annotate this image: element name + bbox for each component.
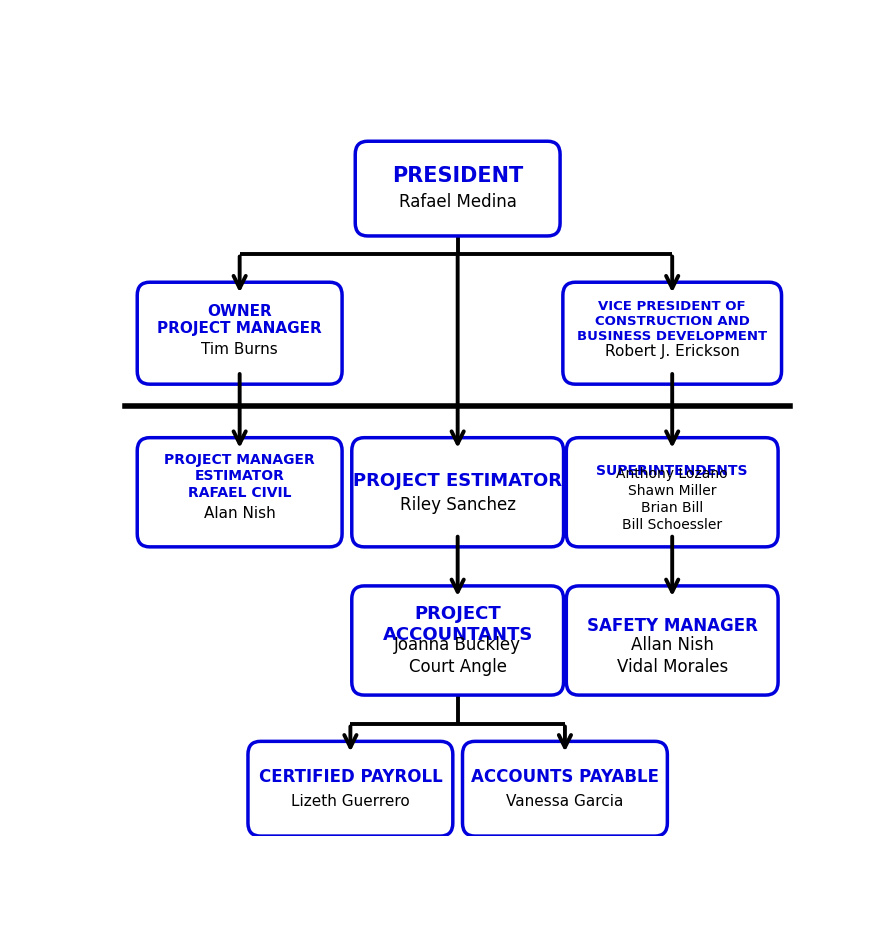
Text: SAFETY MANAGER: SAFETY MANAGER	[587, 617, 757, 635]
FancyBboxPatch shape	[352, 586, 563, 695]
Text: Robert J. Erickson: Robert J. Erickson	[605, 344, 739, 359]
Text: VICE PRESIDENT OF
CONSTRUCTION AND
BUSINESS DEVELOPMENT: VICE PRESIDENT OF CONSTRUCTION AND BUSIN…	[577, 300, 767, 343]
FancyBboxPatch shape	[355, 141, 560, 236]
Text: CERTIFIED PAYROLL: CERTIFIED PAYROLL	[258, 768, 442, 786]
Text: Allan Nish
Vidal Morales: Allan Nish Vidal Morales	[616, 637, 728, 676]
Text: PROJECT MANAGER
ESTIMATOR
RAFAEL CIVIL: PROJECT MANAGER ESTIMATOR RAFAEL CIVIL	[164, 454, 315, 500]
FancyBboxPatch shape	[138, 283, 342, 384]
Text: PROJECT ESTIMATOR: PROJECT ESTIMATOR	[353, 471, 563, 490]
FancyBboxPatch shape	[463, 742, 667, 836]
Text: Tim Burns: Tim Burns	[201, 342, 278, 357]
FancyBboxPatch shape	[566, 586, 778, 695]
Text: Vanessa Garcia: Vanessa Garcia	[506, 794, 623, 809]
Text: PROJECT
ACCOUNTANTS: PROJECT ACCOUNTANTS	[382, 605, 533, 644]
Text: OWNER
PROJECT MANAGER: OWNER PROJECT MANAGER	[157, 304, 322, 336]
Text: SUPERINTENDENTS: SUPERINTENDENTS	[597, 464, 748, 478]
Text: Lizeth Guerrero: Lizeth Guerrero	[291, 794, 410, 809]
Text: Alan Nish: Alan Nish	[204, 506, 276, 521]
FancyBboxPatch shape	[352, 438, 563, 546]
Text: Joanna Buckley
Court Angle: Joanna Buckley Court Angle	[394, 637, 522, 676]
Text: ACCOUNTS PAYABLE: ACCOUNTS PAYABLE	[471, 768, 659, 786]
FancyBboxPatch shape	[138, 438, 342, 546]
Text: PRESIDENT: PRESIDENT	[392, 165, 523, 186]
FancyBboxPatch shape	[248, 742, 453, 836]
Text: Riley Sanchez: Riley Sanchez	[400, 497, 515, 515]
Text: Rafael Medina: Rafael Medina	[399, 192, 516, 210]
FancyBboxPatch shape	[563, 283, 781, 384]
Text: Anthony Lozano
Shawn Miller
Brian Bill
Bill Schoessler: Anthony Lozano Shawn Miller Brian Bill B…	[616, 467, 728, 532]
FancyBboxPatch shape	[566, 438, 778, 546]
